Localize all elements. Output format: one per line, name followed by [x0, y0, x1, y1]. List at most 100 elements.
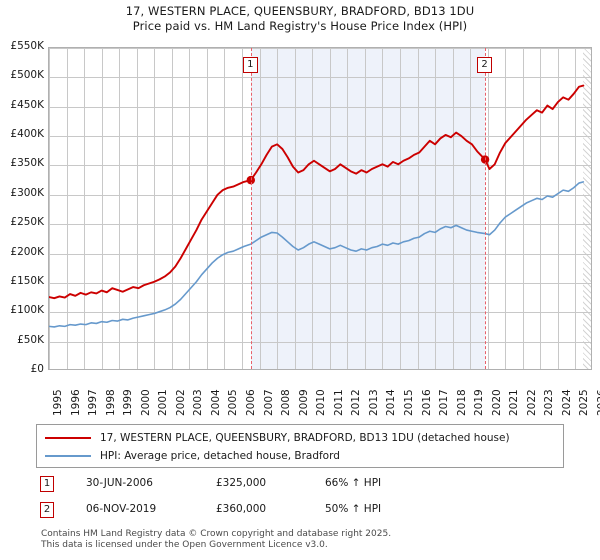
x-axis-tick-label: 2012	[350, 389, 363, 416]
transactions-table: 1 30-JUN-2006 £325,000 66% ↑ HPI 2 06-NO…	[40, 474, 580, 526]
legend-label-price-paid: 17, WESTERN PLACE, QUEENSBURY, BRADFORD,…	[100, 432, 510, 444]
event-dashed-line	[250, 48, 252, 369]
x-axis-tick-label: 2024	[560, 389, 573, 416]
x-axis-tick-label: 2002	[174, 389, 187, 416]
x-axis-tick-label: 2009	[297, 389, 310, 416]
chart-legend: 17, WESTERN PLACE, QUEENSBURY, BRADFORD,…	[36, 424, 564, 468]
gridline-vertical	[224, 48, 226, 369]
txn-badge-2: 2	[40, 502, 54, 518]
gridline-vertical	[259, 48, 261, 369]
gridline-vertical	[522, 48, 524, 369]
gridline-vertical	[347, 48, 349, 369]
x-axis-tick-label: 1999	[122, 389, 135, 416]
gridline-vertical	[189, 48, 191, 369]
y-axis-labels: £0 £50K £100K £150K £200K £250K £300K £350K £400…	[0, 40, 600, 375]
x-axis-tick-label: 2020	[490, 389, 503, 416]
txn-price-2: £360,000	[216, 503, 267, 515]
gridline-vertical	[505, 48, 507, 369]
gridline-vertical	[242, 48, 244, 369]
gridline-vertical	[84, 48, 86, 369]
gridline-vertical	[66, 48, 68, 369]
plot-area	[48, 47, 592, 370]
footer-line-2: This data is licensed under the Open Gov…	[41, 540, 328, 550]
txn-badge-1: 1	[40, 476, 54, 492]
x-axis-tick-label: 1995	[52, 389, 64, 416]
gridline-vertical	[435, 48, 437, 369]
y-axis-tick-label: £0	[30, 363, 44, 375]
gridline-horizontal	[49, 106, 591, 108]
gridline-horizontal	[49, 194, 591, 196]
x-axis-tick-label: 2023	[543, 389, 556, 416]
event-marker-2[interactable]: 2	[477, 57, 493, 73]
txn-delta-1: 66% ↑ HPI	[325, 477, 382, 489]
gridline-vertical	[136, 48, 138, 369]
x-axis-tick-label: 2018	[455, 389, 468, 416]
y-axis-tick-label: £50K	[17, 333, 44, 346]
footer-line-1: Contains HM Land Registry data © Crown c…	[41, 529, 392, 539]
x-axis-tick-label: 2022	[525, 389, 538, 416]
x-axis-tick-label: 2004	[209, 389, 222, 416]
price-paid-line	[49, 84, 585, 300]
gridline-vertical	[540, 48, 542, 369]
gridline-vertical	[277, 48, 279, 369]
y-axis-tick-label: £550K	[10, 40, 44, 52]
title-line-1: 17, WESTERN PLACE, QUEENSBURY, BRADFORD,…	[125, 4, 475, 18]
x-axis-tick-label: 2011	[332, 389, 345, 416]
gridline-vertical	[206, 48, 208, 369]
y-axis-tick-label: £150K	[10, 274, 44, 287]
txn-price-1: £325,000	[216, 477, 267, 489]
event-dashed-line	[485, 48, 487, 369]
gridline-vertical	[575, 48, 577, 369]
gridline-vertical	[312, 48, 314, 369]
future-region-hatch	[583, 48, 591, 369]
x-axis-tick-label: 2006	[245, 389, 258, 416]
x-axis-tick-label: 1998	[104, 389, 117, 416]
page-title: 17, WESTERN PLACE, QUEENSBURY, BRADFORD,…	[0, 4, 600, 34]
x-axis-tick-label: 2007	[262, 389, 275, 416]
gridline-horizontal	[49, 341, 591, 343]
x-axis-tick-label: 2015	[402, 389, 415, 416]
footer-attribution: Contains HM Land Registry data © Crown c…	[41, 529, 581, 551]
y-axis-tick-label: £200K	[10, 245, 44, 258]
legend-item-price-paid: 17, WESTERN PLACE, QUEENSBURY, BRADFORD,…	[45, 430, 555, 446]
y-axis-tick-label: £450K	[10, 98, 44, 111]
gridline-vertical	[171, 48, 173, 369]
x-axis-tick-label: 2021	[508, 389, 521, 416]
gridline-horizontal	[49, 77, 591, 79]
legend-swatch-hpi	[45, 455, 91, 457]
y-axis-tick-label: £100K	[10, 304, 44, 317]
gridline-horizontal	[49, 165, 591, 167]
y-axis-tick-label: £250K	[10, 216, 44, 229]
gridline-vertical	[382, 48, 384, 369]
x-axis-tick-label: 2008	[280, 389, 293, 416]
x-axis-tick-label: 2010	[315, 389, 328, 416]
txn-date-1: 30-JUN-2006	[86, 477, 153, 489]
x-axis-tick-label: 2003	[192, 389, 205, 416]
gridline-horizontal	[49, 282, 591, 284]
gridline-horizontal	[49, 312, 591, 314]
gridline-horizontal	[49, 224, 591, 226]
gridline-vertical	[417, 48, 419, 369]
table-row: 1 30-JUN-2006 £325,000 66% ↑ HPI	[40, 474, 580, 500]
x-axis-tick-label: 2005	[227, 389, 240, 416]
gridline-vertical	[329, 48, 331, 369]
y-axis-tick-label: £300K	[10, 186, 44, 199]
legend-item-hpi: HPI: Average price, detached house, Brad…	[45, 448, 555, 464]
txn-date-2: 06-NOV-2019	[86, 503, 157, 515]
gridline-vertical	[364, 48, 366, 369]
event-marker-1[interactable]: 1	[242, 57, 258, 73]
gridline-horizontal	[49, 253, 591, 255]
x-axis-tick-label: 2025	[578, 389, 591, 416]
x-axis-tick-label: 2013	[367, 389, 380, 416]
legend-label-hpi: HPI: Average price, detached house, Brad…	[100, 450, 340, 462]
gridline-vertical	[557, 48, 559, 369]
hpi-line	[49, 181, 585, 328]
gridline-vertical	[452, 48, 454, 369]
gridline-vertical	[119, 48, 121, 369]
gridline-vertical	[487, 48, 489, 369]
x-axis-tick-label: 1996	[69, 389, 82, 416]
gridline-horizontal	[49, 48, 591, 49]
x-axis-tick-label: 2014	[385, 389, 398, 416]
gridline-vertical	[49, 48, 50, 369]
